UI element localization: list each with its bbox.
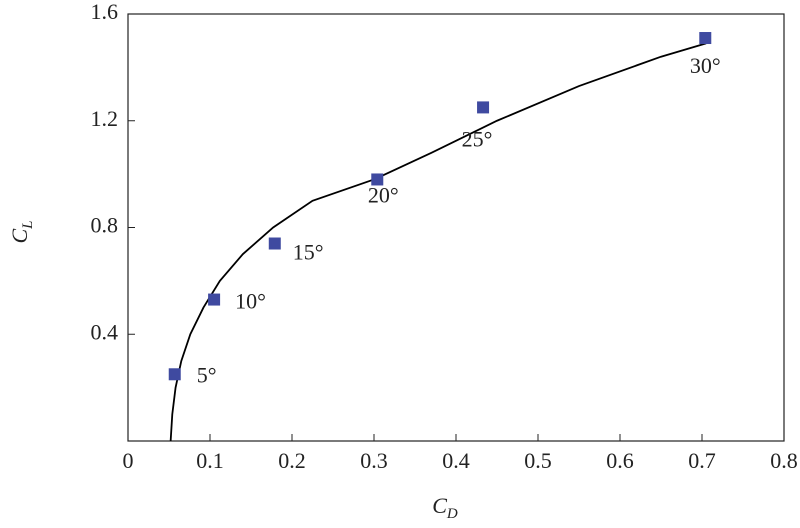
point-label: 20° bbox=[368, 183, 399, 208]
point-label: 5° bbox=[197, 362, 217, 387]
x-tick-label: 0.5 bbox=[524, 448, 552, 473]
x-axis-label: CD bbox=[432, 493, 458, 522]
x-tick-label: 0.7 bbox=[688, 448, 716, 473]
data-point bbox=[371, 173, 384, 186]
data-point bbox=[268, 237, 281, 250]
data-point bbox=[699, 32, 712, 45]
point-label: 15° bbox=[293, 240, 324, 265]
point-label: 30° bbox=[690, 53, 721, 78]
y-tick-label: 1.2 bbox=[91, 106, 119, 131]
y-tick-label: 0.8 bbox=[91, 213, 119, 238]
y-label-sub: L bbox=[20, 220, 36, 229]
x-tick-label: 0.2 bbox=[278, 448, 306, 473]
x-tick-label: 0.8 bbox=[770, 448, 798, 473]
point-label: 10° bbox=[235, 289, 266, 314]
data-point bbox=[168, 368, 181, 381]
plot-frame bbox=[127, 13, 785, 442]
x-tick-label: 0.6 bbox=[606, 448, 634, 473]
data-point bbox=[208, 293, 221, 306]
fit-curve bbox=[169, 42, 707, 442]
x-tick-label: 0.1 bbox=[196, 448, 224, 473]
y-tick-label: 1.6 bbox=[91, 0, 119, 24]
x-tick-label: 0 bbox=[123, 448, 134, 473]
y-axis-label: CL bbox=[7, 220, 36, 243]
x-tick-label: 0.4 bbox=[442, 448, 470, 473]
y-tick-label: 0.4 bbox=[91, 319, 119, 344]
data-point bbox=[477, 101, 490, 114]
y-label-main: C bbox=[7, 229, 32, 244]
x-label-sub: D bbox=[446, 506, 458, 522]
point-label: 25° bbox=[462, 126, 493, 151]
x-label-main: C bbox=[432, 493, 447, 518]
x-tick-label: 0.3 bbox=[360, 448, 388, 473]
